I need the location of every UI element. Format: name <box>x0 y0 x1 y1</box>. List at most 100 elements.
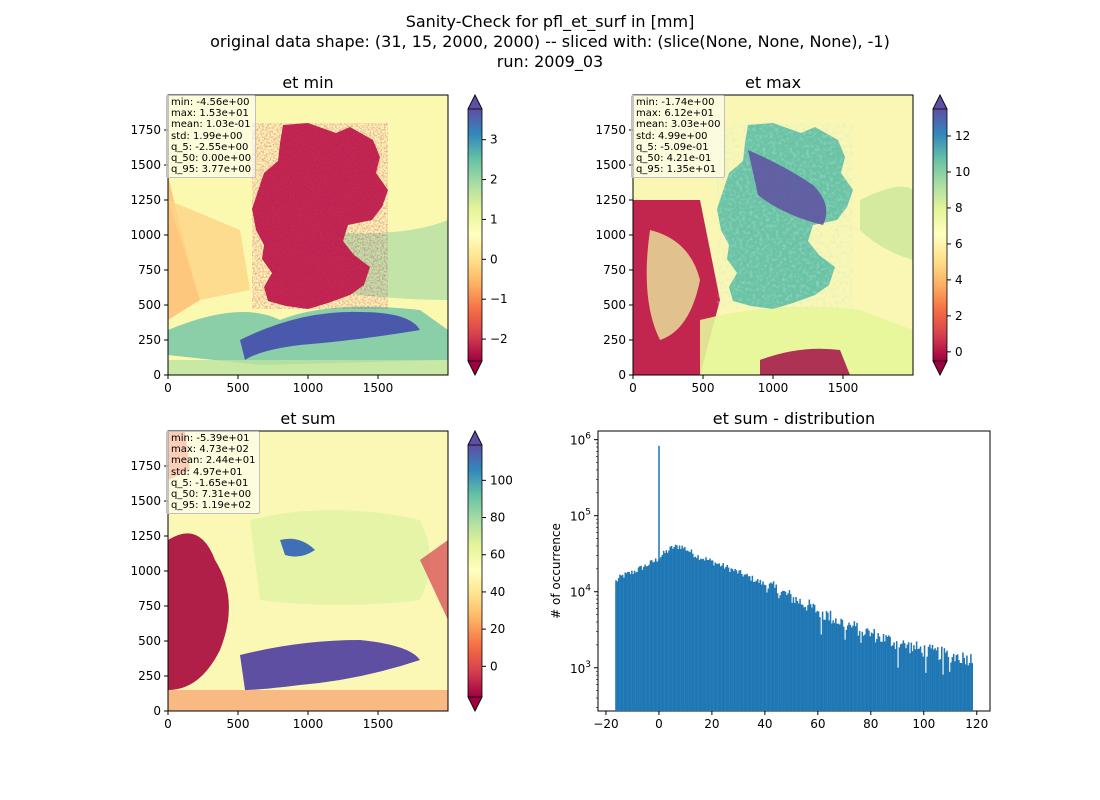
histogram-bar <box>905 648 907 711</box>
y-tick-label: 1500 <box>130 158 161 172</box>
x-tick-label: 1500 <box>363 381 394 395</box>
histogram-bar <box>902 640 905 711</box>
histogram-bar <box>931 644 934 711</box>
histogram-bar <box>956 654 959 711</box>
histogram-bar <box>718 563 721 711</box>
colorbar-tick-label: 20 <box>490 622 505 636</box>
histogram-bar <box>759 579 762 711</box>
histogram-bar <box>877 633 879 711</box>
histogram-bar <box>791 602 793 711</box>
histogram-bar <box>668 550 670 711</box>
histogram-bar <box>629 574 632 711</box>
histogram-bar <box>884 641 886 711</box>
y-tick-label: 1250 <box>130 193 161 207</box>
histogram-bar <box>898 647 901 711</box>
x-tick-label: 0 <box>655 717 663 731</box>
colorbar-extend-top <box>467 94 483 110</box>
histogram-bar <box>644 564 646 711</box>
histogram-bar <box>776 593 779 711</box>
y-tick-label: 1500 <box>595 158 626 172</box>
histogram-bar <box>962 652 964 711</box>
histogram-bar <box>817 611 820 711</box>
x-tick-label: 40 <box>757 717 772 731</box>
histogram-bar <box>845 629 848 711</box>
histogram-bar <box>858 630 861 711</box>
histogram-bar <box>633 570 636 711</box>
histogram-bar <box>661 555 664 711</box>
histogram-bar <box>685 550 687 711</box>
histogram-bar <box>772 581 775 711</box>
histogram-bar <box>960 663 963 711</box>
histogram-bar <box>926 656 928 711</box>
histogram-bar <box>880 641 882 711</box>
stats-line: q_50: 0.00e+00 <box>171 153 252 165</box>
histogram-bar <box>751 575 754 711</box>
histogram-bar <box>731 568 734 711</box>
histogram-bar <box>815 612 817 711</box>
histogram-bar <box>734 568 736 711</box>
x-tick-label: −20 <box>593 717 618 731</box>
stats-line: q_50: 7.31e+00 <box>171 489 252 501</box>
histogram-bar <box>726 565 728 711</box>
histogram-bar <box>665 550 668 711</box>
stats-line: min: -1.74e+00 <box>636 97 715 108</box>
stats-line: q_95: 1.19e+02 <box>171 500 252 512</box>
y-axis-label: # of occurrence <box>549 523 563 619</box>
histogram-bar <box>729 572 731 711</box>
histogram-bar <box>693 557 695 711</box>
histogram-bar <box>910 642 913 711</box>
histogram-bar <box>730 568 732 711</box>
histogram-bar <box>696 558 698 711</box>
histogram-bar <box>627 571 629 711</box>
histogram-bar <box>816 610 819 711</box>
histogram-bar <box>662 550 665 711</box>
stats-line: std: 1.99e+00 <box>171 130 243 142</box>
colorbar-extend-bottom <box>467 696 483 712</box>
histogram-bar <box>946 650 948 711</box>
y-tick-label: 1250 <box>130 529 161 543</box>
histogram-bar <box>844 639 846 711</box>
histogram-bar <box>682 548 685 711</box>
histogram-bar <box>739 569 742 711</box>
histogram-bar <box>811 607 813 711</box>
stats-box-et-min: min: -4.56e+00 max: 1.53e+01 mean: 1.03e-0… <box>166 95 257 179</box>
histogram-bar <box>766 592 768 711</box>
histogram-bar <box>821 611 824 711</box>
histogram-bar <box>677 548 679 711</box>
title-line-3: run: 2009_03 <box>496 52 604 71</box>
x-tick-label: 1000 <box>293 717 324 731</box>
y-tick-label: 1000 <box>595 228 626 242</box>
histogram-bar <box>889 636 891 711</box>
y-tick-label: 1750 <box>595 123 626 137</box>
histogram-bar <box>876 638 878 711</box>
histogram-bar <box>921 652 923 711</box>
histogram-bar <box>856 622 858 711</box>
histogram-bar <box>849 624 852 711</box>
histogram-bar <box>692 553 694 711</box>
x-tick-label: 0 <box>164 717 172 731</box>
stats-line: q_95: 1.35e+01 <box>636 164 717 176</box>
x-tick-label: 0 <box>629 381 637 395</box>
histogram-bar <box>942 674 944 711</box>
colorbar-tick-label: 0 <box>955 345 963 359</box>
colorbar-extend-bottom <box>932 360 948 376</box>
title-line-1: Sanity-Check for pfl_et_surf in [mm] <box>405 12 695 31</box>
histogram-bar <box>654 558 657 711</box>
histogram-bar <box>756 579 759 711</box>
histogram-bar <box>952 653 955 711</box>
axes-et-max: et max 0 500 1000 1500 0 250 500 750 1000 1250 1500… <box>595 73 970 395</box>
histogram-bar <box>878 636 881 711</box>
stats-box-et-sum: min: -5.39e+01 max: 4.73e+02 mean: 2.44e+0… <box>166 431 261 515</box>
histogram-bar <box>860 642 862 711</box>
histogram-bar <box>713 565 715 711</box>
histogram-bar <box>959 663 962 711</box>
colorbar-extend-top <box>467 430 483 446</box>
histogram-bar <box>862 635 865 711</box>
histogram-bar <box>893 642 895 711</box>
histogram-bar <box>950 662 952 711</box>
histogram-bar <box>964 664 967 711</box>
histogram-bar <box>656 561 658 711</box>
colorbar <box>468 109 482 361</box>
colorbar-tick-label: −2 <box>490 332 508 346</box>
